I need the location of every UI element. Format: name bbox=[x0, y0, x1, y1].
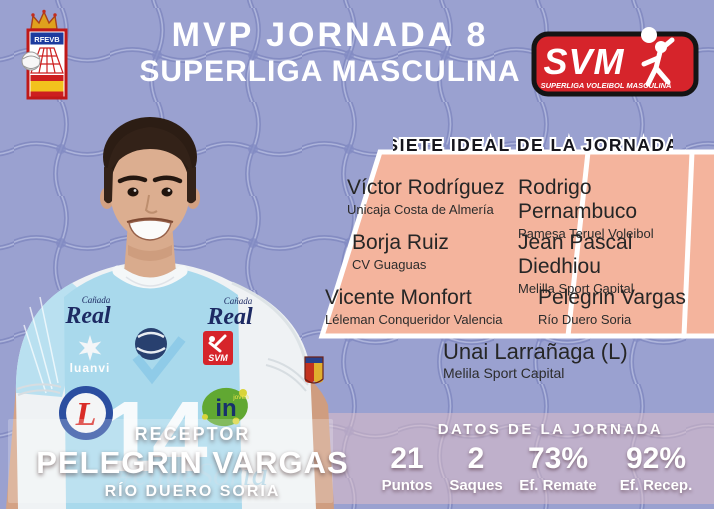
player-name: Jean Pascal Diedhiou bbox=[518, 231, 633, 278]
player-head bbox=[100, 117, 200, 241]
club-ball-logo bbox=[132, 328, 186, 385]
stat-saques: 2 Saques bbox=[444, 442, 508, 495]
stat-label: Ef. Recep. bbox=[619, 477, 693, 494]
star-icon bbox=[78, 335, 102, 361]
rfevb-crest: RFEVB bbox=[21, 9, 68, 100]
svg-text:Cañada: Cañada bbox=[224, 296, 253, 306]
jersey-number: 14 bbox=[100, 381, 208, 493]
player-club: Melilla Sport Capital bbox=[518, 281, 634, 296]
mvp-info: RECEPTOR PELEGRIN VARGAS RÍO DUERO SORIA bbox=[15, 424, 370, 501]
stat-puntos: 21 Puntos bbox=[370, 442, 444, 495]
stat-label: Saques bbox=[449, 477, 503, 494]
luanvi-logo: luanvi bbox=[70, 335, 111, 375]
court-player-2: Rodrigo Pernambuco Pamesa Teruel Voleibo… bbox=[518, 176, 714, 241]
player-name: Rodrigo Pernambuco bbox=[518, 176, 638, 223]
stats-heading: DATOS DE LA JORNADA bbox=[437, 421, 664, 438]
court-player-libero: Unai Larrañaga (L) Melila Sport Capital bbox=[443, 340, 628, 381]
necklace bbox=[125, 276, 175, 287]
player-name: Vicente Monfort bbox=[325, 286, 472, 309]
stat-value: 73% bbox=[527, 442, 589, 475]
court-player-5: Vicente Monfort Léleman Conqueridor Vale… bbox=[325, 286, 503, 327]
stats-panel bbox=[323, 413, 714, 504]
player-name: Víctor Rodríguez bbox=[347, 176, 505, 199]
siete-ideal-heading-text: SIETE IDEAL DE LA JORNADA bbox=[393, 135, 673, 155]
player-club: CV Guaguas bbox=[352, 257, 427, 272]
court-player-3: Borja Ruiz CV Guaguas bbox=[352, 231, 449, 272]
stat-value: 21 bbox=[390, 442, 424, 475]
court-player-6: Pelegrin Vargas Río Duero Soria bbox=[538, 286, 686, 327]
court-player-1: Víctor Rodríguez Unicaja Costa de Almerí… bbox=[347, 176, 505, 217]
volleyball-icon bbox=[21, 51, 41, 71]
player-photo: #eligeSoria 14 Cañada Real bbox=[6, 117, 334, 509]
title-line1: MVP JORNADA 8 bbox=[171, 16, 489, 54]
sleeve-crest bbox=[304, 356, 324, 384]
spain-flag-icon bbox=[30, 75, 64, 97]
stat-value: 92% bbox=[625, 442, 687, 475]
svm-tagline: SUPERLIGA VOLEIBOL MASCULINA bbox=[541, 81, 672, 90]
jersey-hashtag: #eligeSoria bbox=[116, 457, 268, 493]
svg-text:Cañada: Cañada bbox=[82, 295, 111, 305]
svg-text:Real: Real bbox=[64, 303, 111, 329]
player-club: Pamesa Teruel Voleibol bbox=[518, 226, 654, 241]
mvp-position: RECEPTOR bbox=[134, 424, 251, 444]
svm-chest-patch: SVM bbox=[203, 331, 233, 365]
siete-ideal-heading: SIETE IDEAL DE LA JORNADA bbox=[393, 133, 673, 157]
svm-text: SVM bbox=[543, 41, 624, 82]
page-title: MVP JORNADA 8 SUPERLIGA MASCULINA bbox=[105, 16, 555, 90]
rfevb-text: RFEVB bbox=[34, 35, 60, 44]
stats-row: 21 Puntos 2 Saques 73% Ef. Remate 92% Ef… bbox=[370, 442, 704, 495]
svg-text:joven: joven bbox=[232, 394, 249, 401]
player-name: Unai Larrañaga (L) bbox=[443, 339, 628, 364]
crown-icon bbox=[30, 9, 58, 30]
mvp-name: PELEGRIN VARGAS bbox=[36, 445, 349, 480]
stat-label: Ef. Remate bbox=[519, 477, 597, 494]
svg-text:L: L bbox=[75, 396, 97, 433]
player-club: Unicaja Costa de Almería bbox=[347, 202, 494, 217]
leclerc-logo: L bbox=[59, 386, 113, 440]
svg-text:in: in bbox=[215, 395, 236, 422]
title-line2: SUPERLIGA MASCULINA bbox=[139, 55, 521, 88]
player-club: Melila Sport Capital bbox=[443, 365, 565, 381]
svg-text:SVM: SVM bbox=[208, 353, 228, 363]
player-name: Pelegrin Vargas bbox=[538, 286, 686, 309]
court-player-4: Jean Pascal Diedhiou Melilla Sport Capit… bbox=[518, 231, 714, 296]
svg-text:Real: Real bbox=[206, 304, 253, 330]
sponsor-canada-real-right: Cañada Real bbox=[206, 296, 253, 330]
in-joven-logo: in joven bbox=[202, 387, 249, 427]
stat-label: Puntos bbox=[381, 477, 433, 494]
player-name: Borja Ruiz bbox=[352, 231, 449, 254]
stat-ef-remate: 73% Ef. Remate bbox=[508, 442, 608, 495]
mvp-club: RÍO DUERO SORIA bbox=[104, 483, 281, 500]
mvp-overlay-band bbox=[8, 419, 333, 503]
ball-icon bbox=[641, 27, 657, 43]
stat-ef-recep: 92% Ef. Recep. bbox=[608, 442, 704, 495]
sponsor-canada-real-left: Cañada Real bbox=[64, 295, 111, 329]
player-club: Léleman Conqueridor Valencia bbox=[325, 312, 503, 327]
player-club: Río Duero Soria bbox=[538, 312, 632, 327]
stat-value: 2 bbox=[467, 442, 485, 475]
svm-badge: SVM SUPERLIGA VOLEIBOL MASCULINA bbox=[531, 27, 699, 97]
svg-text:luanvi: luanvi bbox=[70, 361, 111, 375]
